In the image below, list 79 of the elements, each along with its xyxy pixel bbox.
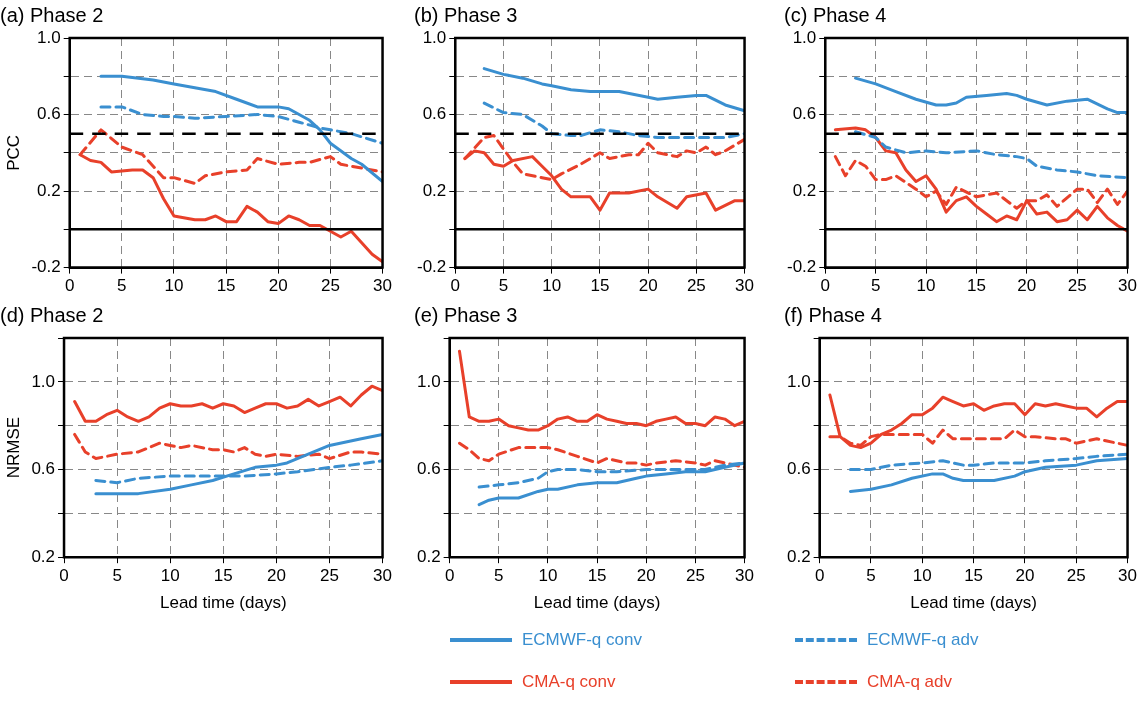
x-axis-title: Lead time (days) xyxy=(159,593,287,613)
y-tick-label: 1.0 xyxy=(422,27,447,47)
x-tick-label: 20 xyxy=(268,276,288,296)
x-tick-label: 0 xyxy=(64,276,75,296)
x-tick-label: 15 xyxy=(590,276,610,296)
chart-title: (d) Phase 2 xyxy=(0,303,104,326)
x-tick-label: 5 xyxy=(498,276,509,296)
x-tick-label: 20 xyxy=(1017,276,1037,296)
x-tick-label: 15 xyxy=(213,566,233,586)
y-tick-label: 0.6 xyxy=(422,104,447,124)
y-tick-label: -0.2 xyxy=(31,257,61,277)
y-tick-label: 0.2 xyxy=(37,180,61,200)
x-tick-label: 15 xyxy=(964,566,984,586)
x-tick-label: 30 xyxy=(1118,566,1138,586)
x-tick-label: 10 xyxy=(916,276,936,296)
y-tick-label: 0.2 xyxy=(422,180,447,200)
y-tick-label: 1.0 xyxy=(37,27,61,47)
x-tick-label: 5 xyxy=(494,566,504,586)
x-tick-label: 0 xyxy=(59,566,69,586)
y-axis-title: NRMSE xyxy=(3,416,23,479)
x-tick-label: 30 xyxy=(735,566,755,586)
y-tick-label: 0.6 xyxy=(37,104,61,124)
line-series xyxy=(854,130,1128,180)
x-tick-label: 5 xyxy=(112,566,122,586)
y-tick-label: 0.2 xyxy=(786,546,811,566)
y-tick-label: 0.6 xyxy=(416,459,441,479)
x-tick-label: 25 xyxy=(685,566,705,586)
x-tick-label: 0 xyxy=(450,276,461,296)
x-tick-label: 25 xyxy=(1067,276,1087,296)
chart-title: (e) Phase 3 xyxy=(414,303,518,326)
x-tick-label: 10 xyxy=(542,276,562,296)
x-tick-label: 0 xyxy=(814,566,825,586)
x-tick-label: 0 xyxy=(444,566,455,586)
x-tick-label: 25 xyxy=(320,566,339,586)
legend-label: ECMWF-q conv xyxy=(522,630,642,650)
x-axis-title: Lead time (days) xyxy=(910,593,1037,613)
y-tick-label: -0.2 xyxy=(417,257,447,277)
x-tick-label: 25 xyxy=(686,276,706,296)
x-tick-label: 25 xyxy=(1066,566,1086,586)
legend-label: CMA-q adv xyxy=(867,672,953,692)
x-tick-label: 10 xyxy=(538,566,558,586)
y-tick-label: 1.0 xyxy=(416,371,441,391)
y-tick-label: 0.6 xyxy=(792,104,817,124)
chart-title: (f) Phase 4 xyxy=(784,303,882,326)
x-tick-label: 0 xyxy=(820,276,831,296)
y-tick-label: 1.0 xyxy=(786,371,811,391)
x-tick-label: 30 xyxy=(373,566,393,586)
y-tick-label: 0.6 xyxy=(786,459,811,479)
y-tick-label: 1.0 xyxy=(792,27,817,47)
x-tick-label: 10 xyxy=(164,276,184,296)
x-tick-label: 25 xyxy=(320,276,340,296)
y-tick-label: 0.6 xyxy=(31,459,56,479)
x-tick-label: 30 xyxy=(735,276,755,296)
x-tick-label: 30 xyxy=(373,276,393,296)
legend-label: CMA-q conv xyxy=(522,672,616,692)
y-axis-title: PCC xyxy=(3,134,23,171)
y-tick-label: 0.2 xyxy=(31,546,56,566)
y-tick-label: -0.2 xyxy=(787,257,817,277)
x-tick-label: 20 xyxy=(638,276,658,296)
x-tick-label: 10 xyxy=(912,566,932,586)
x-tick-label: 15 xyxy=(216,276,236,296)
x-tick-label: 20 xyxy=(636,566,656,586)
x-tick-label: 15 xyxy=(966,276,986,296)
chart-title: (c) Phase 4 xyxy=(784,3,887,26)
x-tick-label: 15 xyxy=(587,566,607,586)
legend-label: ECMWF-q adv xyxy=(867,630,979,650)
x-tick-label: 20 xyxy=(1015,566,1035,586)
x-tick-label: 10 xyxy=(160,566,180,586)
x-tick-label: 5 xyxy=(870,276,881,296)
x-tick-label: 20 xyxy=(266,566,286,586)
y-tick-label: 1.0 xyxy=(31,371,56,391)
y-tick-label: 0.2 xyxy=(792,180,817,200)
x-tick-label: 5 xyxy=(866,566,876,586)
chart-title: (a) Phase 2 xyxy=(0,3,104,26)
x-axis-title: Lead time (days) xyxy=(533,593,661,613)
y-tick-label: 0.2 xyxy=(416,546,441,566)
chart-title: (b) Phase 3 xyxy=(414,3,518,26)
x-tick-label: 5 xyxy=(117,276,127,296)
x-tick-label: 30 xyxy=(1118,276,1138,296)
